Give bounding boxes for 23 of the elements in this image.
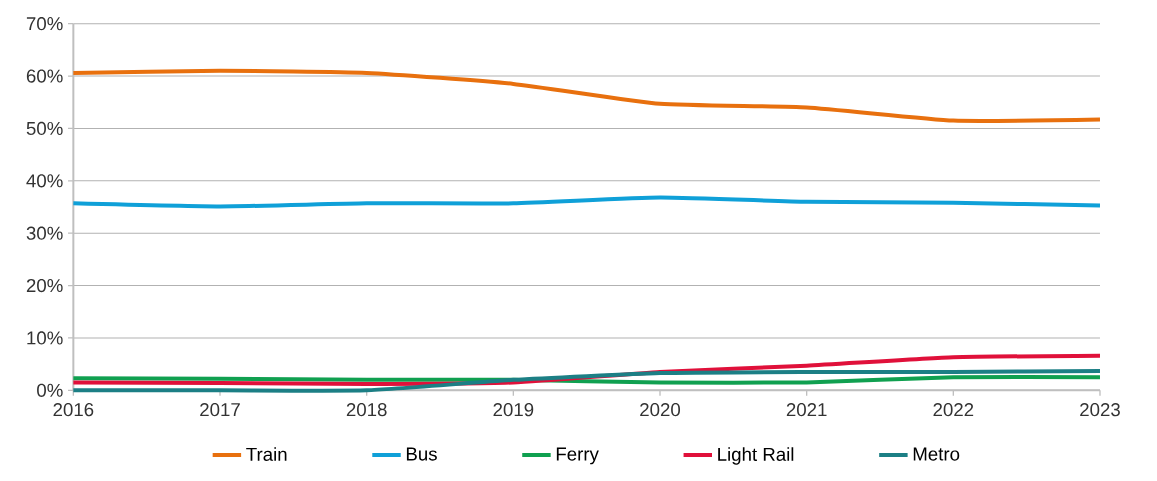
legend-label: Light Rail — [718, 447, 794, 465]
y-tick-label: 20% — [26, 278, 63, 293]
line-series — [71, 68, 1102, 123]
y-tick-label: 60% — [26, 69, 63, 83]
x-tick-label: 2020 — [640, 403, 681, 417]
x-tick-label: 2018 — [346, 403, 387, 417]
x-tick-label: 2022 — [933, 403, 974, 417]
legend-label: Train — [246, 447, 287, 461]
y-tick-label: 30% — [26, 226, 63, 240]
line-series — [71, 195, 1102, 209]
x-tick-label: 2016 — [53, 403, 94, 417]
y-tick-label: 0% — [37, 383, 63, 397]
x-tick-label: 2019 — [493, 403, 534, 417]
y-tick-label: 50% — [26, 121, 63, 136]
y-tick-label: 70% — [26, 17, 63, 31]
y-tick-label: 40% — [26, 174, 63, 188]
x-tick-label: 2023 — [1080, 403, 1120, 417]
legend-label: Metro — [913, 447, 960, 461]
legend-label: Ferry — [556, 447, 599, 465]
legend-label: Bus — [406, 447, 437, 461]
x-tick-label: 2017 — [200, 403, 240, 417]
y-tick-label: 10% — [27, 331, 63, 345]
x-tick-label: 2021 — [786, 403, 827, 417]
